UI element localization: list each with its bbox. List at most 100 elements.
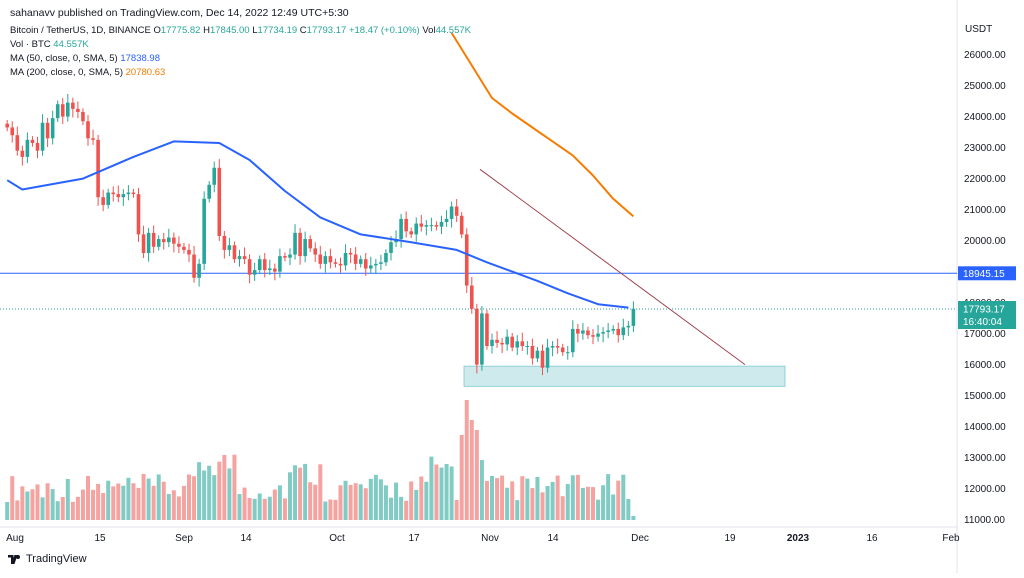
chart-header: sahanavv published on TradingView.com, D…: [10, 4, 471, 80]
candle-body: [480, 313, 484, 365]
horizontal-level-label: 18945.15: [963, 269, 1005, 280]
volume-bar: [363, 488, 368, 520]
candle-body: [490, 339, 494, 346]
y-axis-title: USDT: [965, 24, 993, 35]
support-zone: [463, 365, 786, 387]
volume-bar: [151, 485, 156, 520]
candle-body: [40, 122, 45, 151]
volume-indicator-label: Vol · BTC: [10, 39, 51, 50]
candle-body: [500, 342, 504, 345]
candle-body: [156, 239, 161, 247]
volume-bar: [86, 476, 90, 520]
volume-bar: [404, 500, 409, 520]
symbol-label[interactable]: Bitcoin / TetherUS, 1D, BINANCE: [10, 25, 151, 36]
volume-bar: [444, 464, 449, 520]
volume-bar: [353, 483, 358, 520]
volume-bar: [55, 501, 60, 520]
high-value: 17845.00: [209, 25, 250, 36]
volume-bar: [242, 487, 247, 520]
volume-bar: [530, 488, 535, 520]
volume-bar: [424, 481, 429, 520]
volume-bar: [10, 476, 15, 520]
high-label: H: [203, 25, 210, 36]
descending-trendline: [479, 168, 746, 366]
volume-bar: [510, 481, 515, 520]
candle-body: [116, 194, 121, 198]
candle-body: [303, 239, 307, 257]
volume-bar: [570, 475, 575, 520]
volume-bar: [161, 481, 166, 520]
volume-bar: [621, 474, 626, 520]
candle-body: [414, 223, 419, 235]
candle-body: [565, 352, 570, 354]
volume-bar: [298, 467, 303, 520]
last-price-label: 17793.17: [963, 305, 1005, 316]
y-tick-label: 24000.00: [964, 112, 1006, 123]
candle-body: [106, 192, 110, 205]
change-value: +18.47 (+0.10%): [348, 25, 420, 36]
volume-bar: [5, 502, 10, 520]
candle-body: [86, 121, 90, 139]
publish-line: sahanavv published on TradingView.com, D…: [10, 7, 349, 19]
candle-body: [404, 218, 408, 232]
volume-bar: [146, 478, 151, 520]
candle-body: [409, 231, 413, 235]
volume-bar: [459, 435, 464, 520]
volume-bar: [252, 498, 257, 520]
volume-indicator-row[interactable]: Vol · BTC 44.557K: [10, 38, 471, 52]
candle-body: [343, 253, 348, 266]
candle-body: [550, 346, 555, 348]
volume-bar: [490, 476, 494, 520]
x-tick-label: Sep: [175, 533, 193, 544]
x-tick-label: 19: [724, 533, 736, 544]
volume-bar: [257, 493, 262, 520]
volume-bar: [348, 484, 353, 520]
ma50-indicator-row[interactable]: MA (50, close, 0, SMA, 5) 17838.98: [10, 52, 471, 66]
volume-indicator-value: 44.557K: [53, 39, 89, 50]
volume-bar: [343, 480, 348, 520]
volume-bar: [262, 498, 267, 520]
candle-body: [283, 256, 287, 258]
candle-body: [121, 194, 126, 198]
candle-body: [242, 256, 247, 260]
candle-body: [172, 237, 176, 244]
volume-bar: [611, 494, 616, 520]
ma200-indicator-row[interactable]: MA (200, close, 0, SMA, 5) 20780.63: [10, 66, 471, 80]
volume-bar: [131, 483, 136, 520]
volume-bar: [601, 485, 606, 520]
volume-bar: [166, 494, 171, 520]
candle-body: [25, 139, 30, 157]
candle-body: [71, 102, 75, 109]
candle-body: [247, 259, 252, 275]
volume-bar: [318, 464, 323, 520]
candle-body: [540, 350, 545, 368]
candle-body: [369, 265, 373, 269]
volume-bar: [212, 475, 217, 520]
x-tick-label: 14: [240, 533, 252, 544]
candle-body: [515, 341, 520, 348]
candle-body: [581, 330, 585, 334]
volume-bar: [389, 497, 393, 520]
candle-body: [464, 234, 469, 286]
last-price-badge: [958, 301, 1016, 330]
candle-body: [278, 256, 282, 272]
volume-bar: [267, 496, 272, 520]
x-tick-label: 14: [547, 533, 559, 544]
volume-bar: [555, 475, 560, 520]
tradingview-logo[interactable]: TradingView: [8, 553, 87, 565]
volume-bar: [25, 491, 30, 520]
symbol-ohlc-row: Bitcoin / TetherUS, 1D, BINANCE O17775.8…: [10, 24, 471, 38]
volume-bar: [358, 484, 363, 520]
candle-body: [389, 242, 393, 253]
candle-body: [126, 192, 131, 195]
candle-body: [631, 308, 636, 326]
y-tick-label: 26000.00: [964, 50, 1006, 61]
candle-body: [429, 225, 434, 227]
candle-body: [15, 135, 20, 151]
ma200-label: MA (200, close, 0, SMA, 5): [10, 67, 123, 78]
candle-body: [111, 192, 116, 195]
volume-bar: [171, 490, 176, 520]
candle-body: [419, 223, 424, 227]
